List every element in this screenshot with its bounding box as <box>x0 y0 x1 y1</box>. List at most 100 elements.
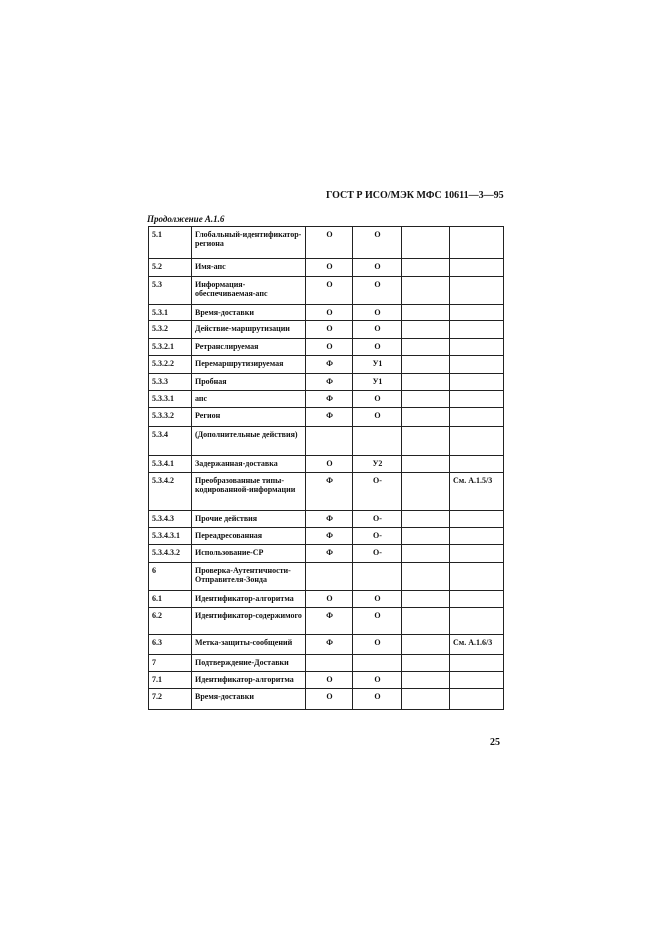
table-row: 5.3.4.3 Прочие действия Ф О- <box>148 510 504 528</box>
table-row: 7.1 Идентификатор-алгоритма О О <box>148 671 504 689</box>
table-row: 5.3.1 Время-доставки О О <box>148 304 504 321</box>
cell-num: 5.3.4.2 <box>148 472 192 511</box>
cell-name: Регион <box>191 407 306 427</box>
cell-name: Время-доставки <box>191 688 306 710</box>
cell-note: См. А.1.6/3 <box>449 634 504 655</box>
cell-val: У1 <box>352 355 402 374</box>
cell-name: Подтверждение-Доставки <box>191 654 306 672</box>
cell-empty <box>401 304 450 321</box>
table-row: 5.2 Имя-апс О О <box>148 258 504 277</box>
cell-val: О <box>305 258 353 277</box>
cell-name: (Дополнительные действия) <box>191 426 306 456</box>
cell-note <box>449 607 504 635</box>
cell-empty <box>401 390 450 408</box>
cell-empty <box>401 455 450 473</box>
cell-num: 5.3.2.2 <box>148 355 192 374</box>
table-row: 5.3.4.3.1 Переадресованная Ф О- <box>148 527 504 545</box>
doc-header: ГОСТ Р ИСО/МЭК МФС 10611—3—95 <box>326 190 504 201</box>
cell-num: 7 <box>148 654 192 672</box>
cell-num: 5.3.2 <box>148 320 192 339</box>
cell-val: О <box>352 390 402 408</box>
cell-num: 6.1 <box>148 590 192 608</box>
table-body: 5.1 Глобальный-идентификатор-региона О О 5.2… <box>148 226 504 710</box>
cell-name: Метка-защиты-сообщений <box>191 634 306 655</box>
table-row: 7.2 Время-доставки О О <box>148 688 504 710</box>
table-row: 5.3.2.2 Перемаршрутизируемая Ф У1 <box>148 355 504 374</box>
cell-empty <box>401 688 450 710</box>
cell-num: 6 <box>148 562 192 591</box>
table-caption: Продолжение А.1.6 <box>147 214 225 224</box>
cell-empty <box>401 562 450 591</box>
cell-note <box>449 654 504 672</box>
cell-num: 6.2 <box>148 607 192 635</box>
cell-name: Глобальный-идентификатор-региона <box>191 226 306 259</box>
cell-empty <box>401 407 450 427</box>
cell-num: 5.3.4.1 <box>148 455 192 473</box>
cell-note <box>449 562 504 591</box>
cell-num: 5.1 <box>148 226 192 259</box>
cell-val: О <box>352 258 402 277</box>
cell-val <box>305 426 353 456</box>
table-row: 7 Подтверждение-Доставки <box>148 654 504 672</box>
table-row: 5.3.4.3.2 Использование-СР Ф О- <box>148 544 504 563</box>
cell-note <box>449 407 504 427</box>
cell-empty <box>401 654 450 672</box>
cell-empty <box>401 590 450 608</box>
cell-val: О <box>305 304 353 321</box>
cell-num: 5.3.3.1 <box>148 390 192 408</box>
cell-empty <box>401 426 450 456</box>
cell-val <box>305 562 353 591</box>
table-row: 5.1 Глобальный-идентификатор-региона О О <box>148 226 504 259</box>
cell-val: О <box>352 338 402 356</box>
cell-val: Ф <box>305 355 353 374</box>
cell-val: О <box>352 304 402 321</box>
cell-num: 5.2 <box>148 258 192 277</box>
cell-val: О <box>305 320 353 339</box>
cell-note <box>449 320 504 339</box>
cell-name: Преобразованные типы-кодированной-информ… <box>191 472 306 511</box>
cell-val: Ф <box>305 373 353 391</box>
cell-val: О <box>352 590 402 608</box>
cell-name: Имя-апс <box>191 258 306 277</box>
cell-note <box>449 338 504 356</box>
cell-note <box>449 258 504 277</box>
cell-val: О- <box>352 527 402 545</box>
cell-val <box>305 654 353 672</box>
cell-note <box>449 390 504 408</box>
table-row: 6 Проверка-Аутентичности-Отправителя-Зонд… <box>148 562 504 591</box>
cell-name: Переадресованная <box>191 527 306 545</box>
cell-empty <box>401 607 450 635</box>
cell-empty <box>401 320 450 339</box>
cell-num: 5.3.4.3 <box>148 510 192 528</box>
cell-empty <box>401 634 450 655</box>
cell-note <box>449 355 504 374</box>
cell-empty <box>401 544 450 563</box>
cell-name: Идентификатор-алгоритма <box>191 590 306 608</box>
table-row: 5.3.2.1 Ретранслируемая О О <box>148 338 504 356</box>
cell-empty <box>401 338 450 356</box>
cell-empty <box>401 258 450 277</box>
cell-val <box>352 562 402 591</box>
table-row: 5.3.4.1 Задержанная-доставка О У2 <box>148 455 504 473</box>
cell-name: Прочие действия <box>191 510 306 528</box>
table-row: 5.3 Информация-обеспечиваемая-апс О О <box>148 276 504 305</box>
table-row: 5.3.2 Действие-маршрутизации О О <box>148 320 504 339</box>
cell-num: 7.2 <box>148 688 192 710</box>
cell-val: О <box>305 671 353 689</box>
table-row: 5.3.3 Пробная Ф У1 <box>148 373 504 391</box>
cell-num: 5.3.4 <box>148 426 192 456</box>
cell-num: 5.3.2.1 <box>148 338 192 356</box>
cell-val: О <box>352 607 402 635</box>
cell-val: О <box>305 688 353 710</box>
cell-note <box>449 226 504 259</box>
cell-empty <box>401 355 450 374</box>
cell-val: О- <box>352 472 402 511</box>
cell-empty <box>401 671 450 689</box>
cell-note <box>449 590 504 608</box>
cell-val: О <box>305 338 353 356</box>
cell-empty <box>401 472 450 511</box>
cell-val: О <box>352 226 402 259</box>
cell-name: Перемаршрутизируемая <box>191 355 306 374</box>
cell-note <box>449 510 504 528</box>
cell-name: Действие-маршрутизации <box>191 320 306 339</box>
